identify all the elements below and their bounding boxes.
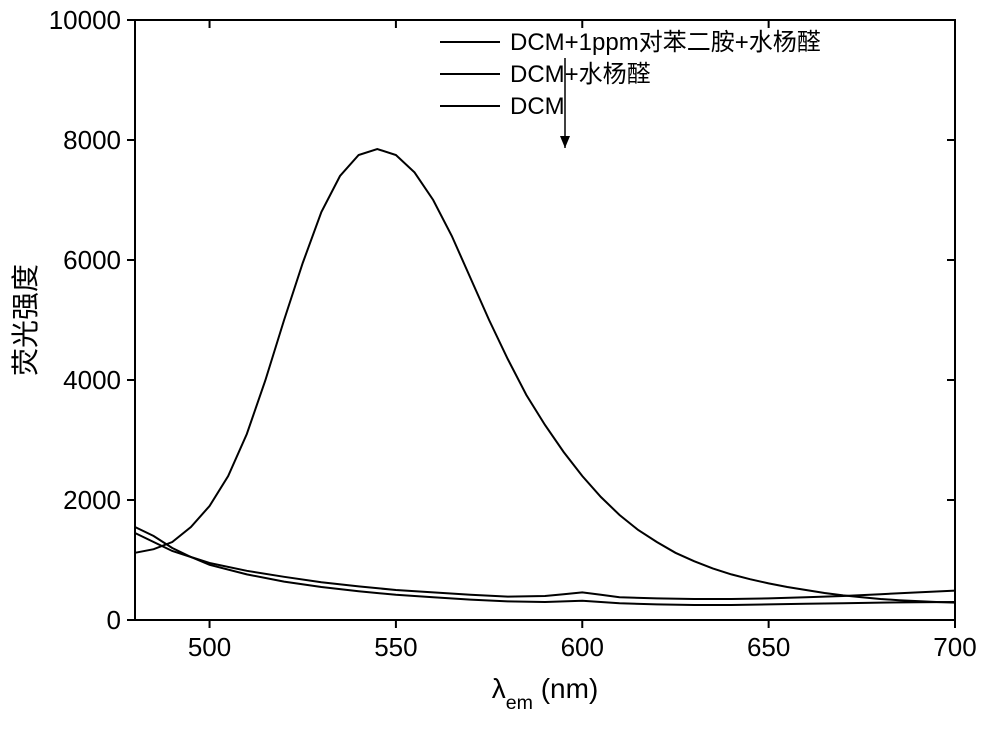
y-axis-label: 荧光强度 <box>10 264 41 376</box>
series-line <box>135 533 955 599</box>
x-tick-label: 550 <box>374 632 417 662</box>
legend-label: DCM <box>510 93 565 120</box>
x-tick-label: 500 <box>188 632 231 662</box>
arrow-head <box>560 136 570 148</box>
y-tick-label: 2000 <box>63 485 121 515</box>
x-tick-label: 600 <box>561 632 604 662</box>
y-tick-label: 6000 <box>63 245 121 275</box>
series-line <box>135 149 955 603</box>
y-tick-label: 10000 <box>49 5 121 35</box>
legend-label: DCM+水杨醛 <box>510 61 651 88</box>
legend-label: DCM+1ppm对苯二胺+水杨醛 <box>510 29 821 56</box>
y-tick-label: 8000 <box>63 125 121 155</box>
chart-container: 500 550 600 650 700 0 2000 4000 6000 8000 10000 λem… <box>0 0 1000 730</box>
spectrum-chart: 500 550 600 650 700 0 2000 4000 6000 8000 10000 λem… <box>0 0 1000 730</box>
x-axis-label: λem (nm) <box>492 673 599 714</box>
y-tick-label: 0 <box>107 605 121 635</box>
y-tick-label: 4000 <box>63 365 121 395</box>
x-tick-label: 700 <box>933 632 976 662</box>
x-tick-label: 650 <box>747 632 790 662</box>
